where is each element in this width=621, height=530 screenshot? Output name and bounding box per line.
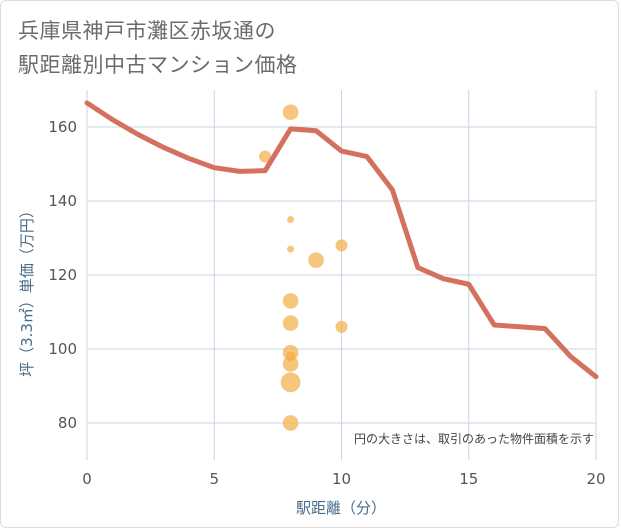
x-tick-label: 5 (209, 470, 219, 488)
x-tick-label: 20 (586, 470, 605, 488)
bubble-size-note: 円の大きさは、取引のあった物件面積を示す (354, 431, 594, 446)
chart-title: 兵庫県神戸市灘区赤坂通の 駅距離別中古マンション価格 (18, 19, 298, 77)
data-point (280, 372, 301, 393)
y-tick-label: 140 (48, 192, 77, 210)
x-tick-label: 15 (459, 470, 478, 488)
data-point (335, 239, 348, 252)
data-point (308, 252, 324, 269)
data-point (282, 355, 299, 372)
y-axis-label: 坪（3.3㎡）単価（万円） (18, 203, 36, 377)
data-point (282, 104, 299, 121)
data-point (282, 315, 299, 331)
data-point (287, 216, 295, 223)
x-axis-label: 駅距離（分） (296, 499, 386, 517)
data-point (335, 320, 348, 333)
trend-line-layer (84, 100, 599, 380)
x-tick-label: 0 (82, 470, 92, 488)
data-point (282, 293, 299, 309)
y-tick-labels: 80 100 120 140 160 (48, 118, 77, 432)
y-tick-label: 160 (48, 118, 77, 136)
x-tick-labels: 0 5 10 15 20 (82, 470, 605, 488)
y-tick-label: 80 (58, 414, 77, 432)
x-tick-label: 10 (332, 470, 351, 488)
y-tick-label: 120 (48, 266, 77, 284)
data-point (287, 245, 295, 253)
data-point (282, 415, 299, 431)
y-tick-label: 100 (48, 340, 77, 358)
bubble-layer (259, 104, 348, 431)
price-trend-line (84, 100, 599, 380)
data-point (259, 150, 272, 163)
